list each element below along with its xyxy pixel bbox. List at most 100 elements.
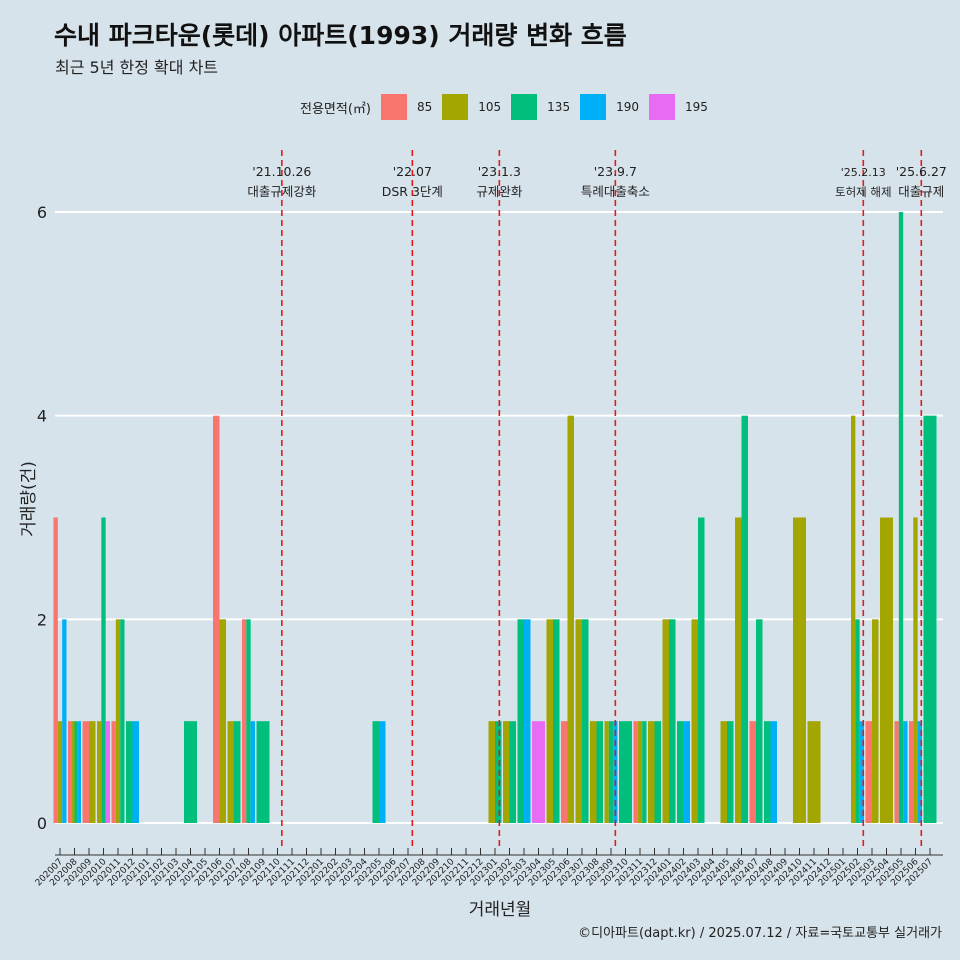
bar-202403-105 (691, 619, 698, 823)
bar-202108-135 (246, 619, 251, 823)
chart-title: 수내 파크타운(롯데) 아파트(1993) 거래량 변화 흐름 (54, 21, 627, 50)
legend-label-190: 190 (616, 100, 639, 114)
bar-202010-135 (101, 517, 106, 823)
bar-202008-105 (71, 721, 75, 823)
chart-subtitle: 최근 5년 한정 확대 차트 (55, 58, 219, 77)
bar-202307-135 (582, 619, 589, 823)
bar-202205-190 (379, 721, 386, 823)
bar-202403-135 (698, 517, 705, 823)
bar-202011-135 (120, 619, 125, 823)
legend-title: 전용면적(㎡) (300, 101, 371, 117)
bar-202503-85 (865, 721, 872, 823)
bar-202303-135 (517, 619, 524, 823)
bar-202410-105 (793, 517, 806, 823)
bar-202407-85 (749, 721, 756, 823)
bar-202406-105 (735, 517, 742, 823)
event-label-5: 대출규제 (898, 184, 944, 199)
bar-202301-135 (495, 721, 502, 823)
bar-202009-85 (82, 721, 89, 823)
events-layer: '21.10.26 대출규제강화 '22.07 DSR 3단계 '23.1.3 규제완화 '… (247, 150, 947, 848)
bar-202408-135 (764, 721, 771, 823)
event-date-0: '21.10.26 (252, 164, 311, 179)
bar-202107-135 (234, 721, 241, 823)
bar-202306-85 (561, 721, 568, 823)
bar-202311-105 (637, 721, 643, 823)
legend-item-135: 135 (511, 94, 570, 120)
bar-202301-105 (488, 721, 495, 823)
bar-202010-105 (97, 721, 102, 823)
bar-202405-105 (720, 721, 727, 823)
bar-202108-85 (242, 619, 247, 823)
axis-layer: 0246거래량(건)202007202008202009202010202011… (19, 203, 943, 920)
y-tick-label: 4 (37, 407, 47, 426)
y-tick-label: 6 (37, 203, 47, 222)
bar-202505-135 (898, 212, 904, 823)
bar-202008-190 (77, 721, 81, 823)
bar-202303-190 (524, 619, 531, 823)
bar-202507-135 (923, 415, 937, 823)
bar-202502-190 (859, 721, 864, 823)
source-caption: ©디아파트(dapt.kr) / 2025.07.12 / 자료=국토교통부 실… (578, 926, 942, 941)
bar-202010-195 (105, 721, 110, 823)
legend-label-195: 195 (684, 100, 708, 114)
event-label-3: 특례대출축소 (581, 184, 650, 199)
bar-202309-105 (604, 721, 609, 823)
bar-202312-135 (654, 721, 661, 823)
legend-label-105: 105 (478, 100, 502, 114)
bar-202011-85 (111, 721, 116, 823)
bar-202310-135 (619, 721, 632, 823)
bar-202406-135 (741, 415, 748, 823)
legend-swatch-85 (380, 94, 407, 120)
bar-202307-105 (575, 619, 582, 823)
bar-202502-105 (851, 415, 856, 823)
bar-202503-105 (872, 619, 879, 823)
event-date-5: '25.6.27 (896, 164, 947, 179)
event-label-4: 토허제 해제 (835, 185, 892, 199)
bar-202007-190 (62, 619, 67, 823)
bar-202302-135 (509, 721, 516, 823)
bar-202009-105 (89, 721, 96, 823)
bar-202011-105 (115, 619, 121, 823)
y-axis-title: 거래량(건) (19, 461, 39, 537)
bar-202109-135 (256, 721, 270, 823)
bar-202312-105 (648, 721, 655, 823)
bar-202309-135 (608, 721, 614, 823)
bar-202506-105 (913, 517, 918, 823)
y-tick-label: 0 (37, 814, 47, 833)
bar-202008-85 (68, 721, 72, 823)
legend-item-105: 105 (442, 94, 501, 120)
bar-202506-85 (909, 721, 914, 823)
bar-202505-190 (903, 721, 908, 823)
legend-item-195: 195 (648, 94, 708, 120)
bar-202106-105 (219, 619, 226, 823)
bar-202012-135 (126, 721, 133, 823)
bar-202205-135 (372, 721, 379, 823)
legend-item-85: 85 (380, 94, 433, 120)
bar-202305-135 (553, 619, 560, 823)
bar-202401-105 (662, 619, 669, 823)
bar-202502-135 (855, 619, 860, 823)
bar-202302-105 (503, 721, 510, 823)
legend: 전용면적(㎡) 85 105 135 190 195 (300, 92, 718, 122)
bar-202308-105 (590, 721, 597, 823)
bar-202306-105 (567, 415, 574, 823)
bar-202506-190 (917, 721, 922, 823)
bar-202007-105 (57, 721, 63, 823)
bar-202305-105 (546, 619, 553, 823)
legend-label-85: 85 (416, 100, 433, 114)
legend-swatch-135 (511, 94, 538, 120)
bar-202405-135 (727, 721, 734, 823)
bar-202504-105 (880, 517, 893, 823)
bar-202311-85 (633, 721, 638, 823)
bar-202407-135 (756, 619, 763, 823)
event-date-1: '22.07 (393, 164, 432, 179)
bar-202012-190 (132, 721, 139, 823)
bar-202401-135 (669, 619, 676, 823)
legend-swatch-105 (442, 94, 469, 120)
bar-202402-190 (683, 721, 690, 823)
bar-202108-190 (250, 721, 255, 823)
bar-202311-135 (642, 721, 647, 823)
bar-202304-195 (532, 721, 545, 823)
event-label-0: 대출규제강화 (247, 184, 317, 199)
